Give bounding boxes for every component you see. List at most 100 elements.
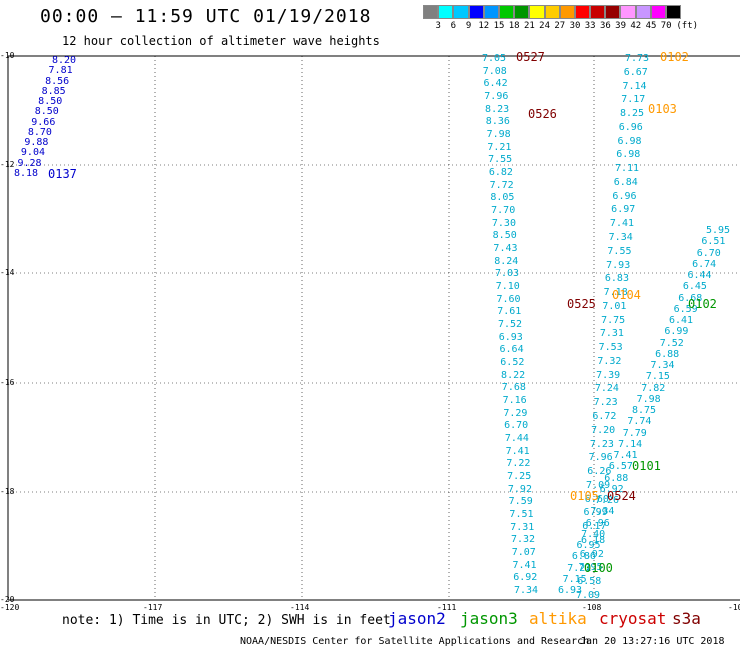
swh-value: 7.73	[625, 53, 650, 64]
swh-value: 7.21	[487, 141, 512, 153]
swh-value: 7.31	[510, 521, 535, 533]
swh-value: 6.99	[664, 326, 689, 338]
swh-value: 6.18	[581, 534, 606, 546]
swh-value: 6.17	[582, 521, 607, 533]
legend-swatch	[498, 5, 515, 19]
swh-value: 7.96	[484, 91, 509, 102]
swh-value: 6.64	[499, 344, 524, 356]
swh-value: 6.45	[682, 281, 707, 293]
pass-label: 0137	[48, 167, 77, 181]
lon-tick-label: -10	[728, 603, 740, 612]
swh-value: 7.01	[602, 300, 627, 312]
satellite-legend-item: altika	[529, 609, 587, 628]
legend-swatch	[620, 5, 636, 19]
swh-value: 8.36	[485, 116, 510, 128]
legend-swatch	[650, 5, 666, 19]
swh-value: 7.98	[636, 393, 661, 405]
swh-value: 7.55	[488, 154, 513, 166]
swh-value: 8.24	[494, 255, 519, 267]
legend-label: 21	[523, 21, 535, 31]
swh-value: 8.05	[490, 192, 515, 204]
swh-value: 6.59	[673, 303, 698, 315]
legend-swatch	[559, 5, 575, 19]
swh-value: 9.66	[31, 116, 56, 128]
swh-value: 8.25	[619, 108, 645, 120]
swh-value: 6.99	[583, 507, 608, 519]
swh-value: 8.20	[52, 55, 77, 66]
note-text: note: 1) Time is in UTC; 2) SWH is in fe…	[62, 613, 391, 628]
swh-value: 7.60	[496, 293, 521, 305]
legend-swatch	[423, 5, 439, 19]
legend-label: 33	[584, 21, 596, 31]
swh-value: 7.72	[489, 179, 514, 191]
swh-value: 8.75	[632, 405, 657, 416]
swh-value: 7.75	[601, 314, 626, 326]
legend-label: 27	[554, 21, 566, 31]
footer-credit: NOAA/NESDIS Center for Satellite Applica…	[240, 636, 590, 647]
lat-tick-label: -12	[0, 160, 15, 169]
swh-value: 7.14	[618, 438, 643, 450]
lon-tick-label: -111	[437, 603, 457, 612]
swh-value: 7.24	[594, 383, 619, 395]
map-title: 00:00 – 11:59 UTC 01/19/2018	[40, 6, 372, 27]
lat-tick-label: -18	[0, 487, 15, 496]
swh-value: 7.68	[501, 382, 526, 394]
swh-value: 7.52	[659, 337, 684, 349]
swh-value: 6.96	[618, 121, 643, 133]
pass-label: 0526	[528, 107, 557, 121]
swh-value: 6.68	[678, 292, 703, 304]
footer-timestamp: Jan 20 13:27:16 UTC 2018	[580, 636, 725, 647]
satellite-legend-item: s3a	[672, 609, 701, 628]
swh-value: 7.41	[512, 559, 537, 571]
legend-label: 9	[465, 21, 472, 31]
swh-value: 7.41	[609, 218, 635, 230]
swh-value: 7.92	[507, 483, 532, 495]
swh-value: 7.23	[589, 438, 614, 450]
legend-swatch	[590, 5, 606, 19]
swh-value: 7.79	[622, 427, 647, 439]
swh-value: 6.88	[655, 348, 680, 360]
legend-label: 45	[645, 21, 657, 31]
lon-tick-label: -117	[143, 603, 163, 612]
swh-value: 7.26	[595, 495, 620, 506]
swh-value: 8.85	[41, 85, 66, 97]
swh-value: 7.95	[578, 562, 603, 574]
swh-value: 7.31	[599, 328, 624, 340]
legend-swatch	[544, 5, 560, 19]
lat-tick-label: -14	[0, 268, 15, 277]
pass-label: 0527	[516, 50, 545, 64]
swh-value: 7.93	[606, 259, 631, 271]
legend-label: 30	[569, 21, 581, 31]
swh-value: 6.67	[623, 66, 648, 78]
legend-label: 12	[478, 21, 490, 31]
swh-value: 6.96	[585, 517, 610, 529]
swh-value: 7.25	[507, 471, 532, 482]
swh-value: 6.42	[483, 78, 508, 90]
color-legend	[423, 5, 682, 19]
swh-value: 7.23	[593, 397, 618, 409]
swh-value: 8.50	[34, 106, 59, 118]
swh-value: 7.22	[506, 458, 531, 470]
swh-value: 7.41	[613, 450, 638, 461]
swh-value: 6.52	[500, 357, 525, 368]
swh-value: 7.29	[503, 407, 528, 419]
pass-label: 0101	[632, 459, 661, 473]
swh-value: 7.20	[591, 424, 616, 436]
pass-label: 0524	[607, 489, 636, 503]
swh-value: 7.10	[495, 281, 520, 292]
swh-value: 6.97	[611, 204, 636, 216]
pass-label: 0104	[612, 288, 641, 302]
swh-value: 6.93	[558, 585, 583, 596]
swh-value: 6.92	[579, 548, 604, 560]
lon-tick-label: -120	[0, 603, 20, 612]
legend-label: 24	[539, 21, 551, 31]
swh-value: 6.60	[584, 493, 609, 505]
swh-value: 7.51	[509, 509, 534, 520]
legend-label: (ft)	[676, 21, 699, 31]
swh-value: 6.83	[604, 273, 629, 285]
swh-value: 7.44	[504, 433, 529, 444]
swh-value: 8.23	[485, 103, 510, 115]
legend-swatch	[605, 5, 621, 19]
swh-value: 7.16	[502, 395, 527, 406]
